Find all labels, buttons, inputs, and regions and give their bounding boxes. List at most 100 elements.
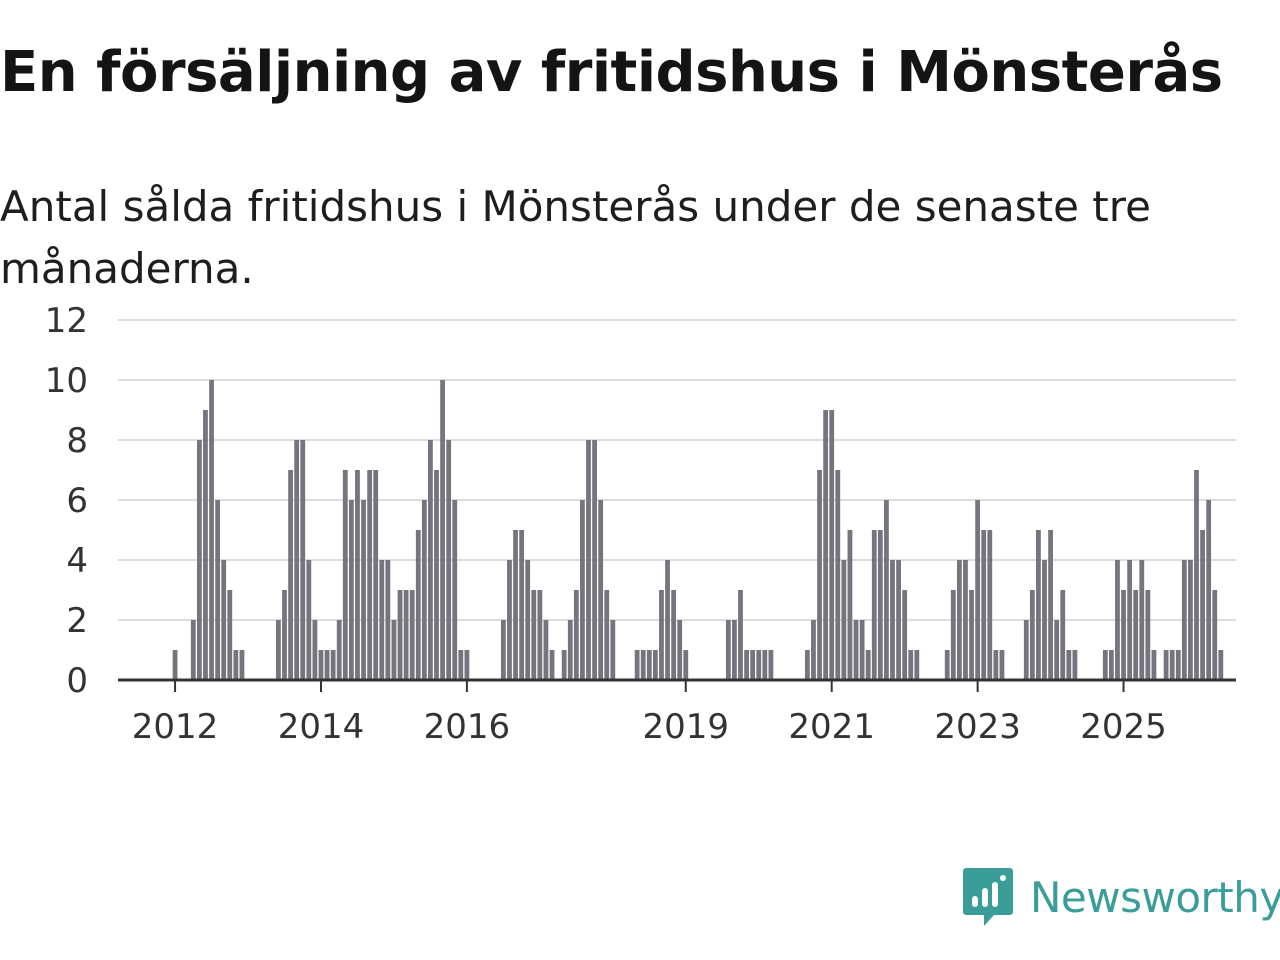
chart-title: En försäljning av fritidshus i Mönsterås [0, 40, 1223, 105]
bar [823, 410, 829, 680]
bar [531, 590, 537, 680]
y-tick-label: 4 [66, 541, 88, 581]
bar [446, 440, 452, 680]
x-tick-label: 2023 [934, 707, 1021, 747]
bar [567, 620, 573, 680]
bar [652, 650, 658, 680]
bar [610, 620, 616, 680]
bar [956, 560, 962, 680]
bar [215, 500, 221, 680]
bar [963, 560, 968, 680]
bar [203, 410, 208, 680]
bar [355, 470, 360, 680]
bar [458, 650, 464, 680]
bar [385, 560, 391, 680]
bar [914, 650, 920, 680]
bar [573, 590, 579, 680]
bar [1200, 530, 1205, 680]
bar [1115, 560, 1120, 680]
x-tick-label: 2019 [643, 707, 730, 747]
bar [1121, 590, 1126, 680]
bar [659, 590, 664, 680]
bar [598, 500, 604, 680]
bar [1169, 650, 1175, 680]
brand-logo: Newsworthy [962, 862, 1280, 932]
bar [586, 440, 591, 680]
newsworthy-logo-icon [963, 868, 1013, 926]
bar [738, 590, 743, 680]
bar [233, 650, 239, 680]
bar [1212, 590, 1218, 680]
bar [1054, 620, 1060, 680]
bar [732, 620, 737, 680]
bar [768, 650, 774, 680]
bar [276, 620, 281, 680]
bar [209, 380, 214, 680]
bar [817, 470, 822, 680]
bar [1127, 560, 1133, 680]
bar [987, 530, 993, 680]
bar [871, 530, 877, 680]
y-tick-label: 8 [66, 421, 88, 461]
bar [221, 560, 227, 680]
bar [421, 500, 427, 680]
bar [640, 650, 646, 680]
y-tick-label: 0 [66, 661, 88, 701]
bar [1036, 530, 1041, 680]
gridlines [118, 319, 1236, 621]
bar [999, 650, 1005, 680]
bar [750, 650, 756, 680]
bar [969, 590, 974, 680]
bar [1072, 650, 1078, 680]
bar [1145, 590, 1151, 680]
bar [1188, 560, 1193, 680]
bar [908, 650, 914, 680]
bar [172, 650, 178, 680]
bar [428, 440, 433, 680]
bar [1029, 590, 1035, 680]
bar [1206, 500, 1212, 680]
bar [665, 560, 670, 680]
brand-name: Newsworthy [1030, 872, 1280, 922]
bar [440, 380, 445, 680]
bar [944, 650, 950, 680]
bar [1151, 650, 1157, 680]
bar [348, 500, 354, 680]
annotation: 1 [1220, 290, 1245, 301]
bar [1060, 590, 1066, 680]
bar [306, 560, 312, 680]
bar [415, 530, 421, 680]
bar [677, 620, 683, 680]
bar [513, 530, 518, 680]
bar [300, 440, 306, 680]
bar [190, 620, 196, 680]
bar [342, 470, 348, 680]
bar [549, 650, 555, 680]
x-tick-label: 2025 [1080, 707, 1167, 747]
bar [950, 590, 956, 680]
bar [373, 470, 379, 680]
bar [1181, 560, 1187, 680]
bar [811, 620, 816, 680]
x-tick-label: 2012 [132, 707, 219, 747]
chart-subtitle: Antal sålda fritidshus i Mönsterås under… [0, 182, 1151, 293]
bar [379, 560, 385, 680]
bar [282, 590, 287, 680]
bar [1108, 650, 1114, 680]
bar [543, 620, 549, 680]
bar [500, 620, 506, 680]
bar [391, 620, 397, 680]
bar [756, 650, 762, 680]
bar [330, 650, 336, 680]
bar [397, 590, 403, 680]
bar [865, 650, 871, 680]
bar [525, 560, 531, 680]
bar [604, 590, 610, 680]
x-axis: 2012 2014 2016 2019 2021 2023 2025 [118, 678, 1236, 747]
bar [318, 650, 324, 680]
y-axis-labels: 0 2 4 6 8 10 12 [45, 301, 88, 701]
x-tick-label: 2021 [788, 707, 875, 747]
bar [288, 470, 293, 680]
bar [196, 440, 202, 680]
bar [1163, 650, 1169, 680]
